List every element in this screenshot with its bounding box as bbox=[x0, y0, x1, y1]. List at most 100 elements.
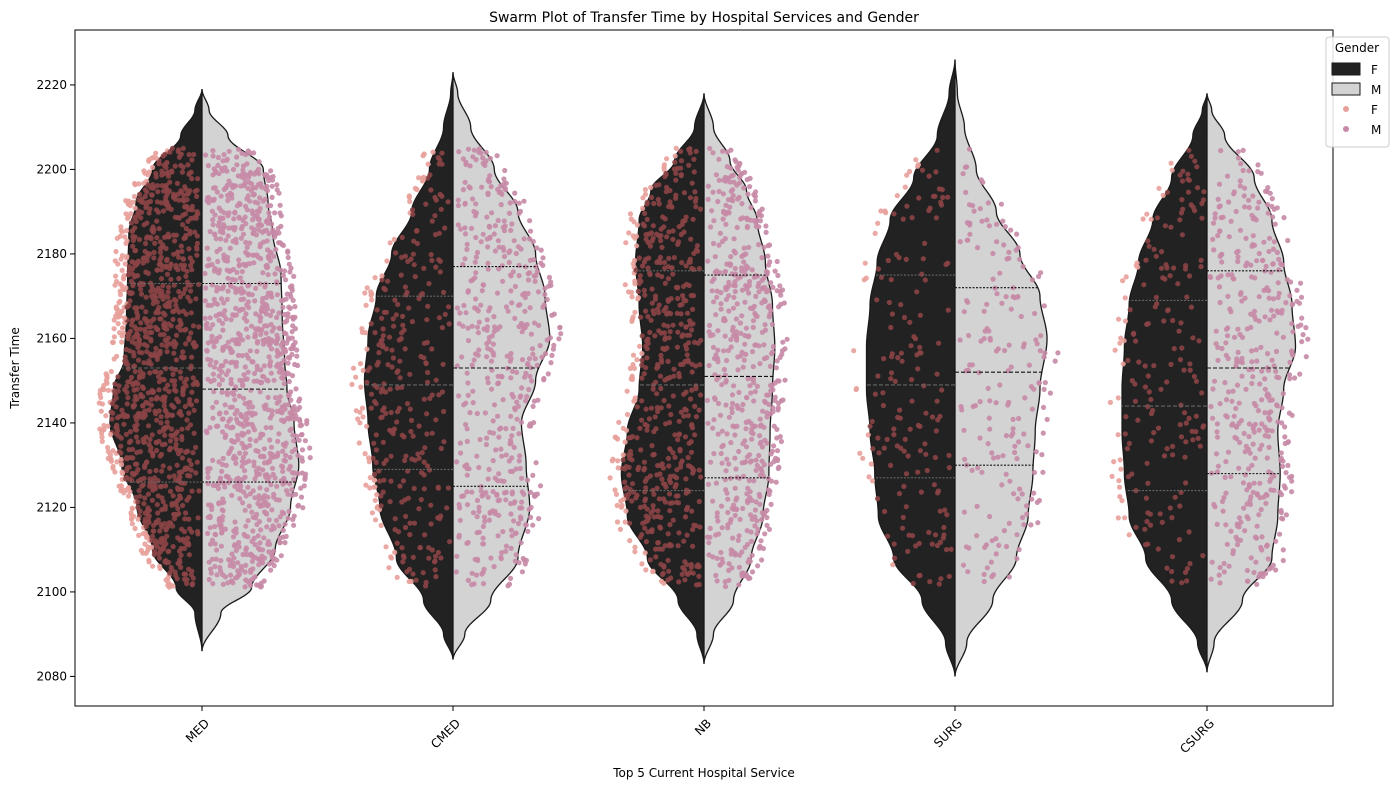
swarm-point bbox=[637, 534, 643, 540]
swarm-point bbox=[416, 175, 422, 181]
swarm-point bbox=[239, 476, 246, 482]
swarm-point bbox=[164, 533, 170, 539]
swarm-point bbox=[683, 263, 689, 269]
swarm-point bbox=[152, 240, 158, 246]
swarm-point bbox=[978, 338, 984, 344]
swarm-point bbox=[1035, 520, 1041, 526]
swarm-point bbox=[620, 452, 626, 458]
swarm-point bbox=[1193, 378, 1199, 384]
swarm-point bbox=[1257, 480, 1263, 486]
swarm-point bbox=[367, 475, 373, 481]
swarm-point bbox=[279, 509, 285, 515]
swarm-point bbox=[726, 210, 732, 216]
swarm-point bbox=[749, 376, 755, 382]
swarm-point bbox=[253, 438, 259, 444]
swarm-point bbox=[1126, 532, 1132, 538]
swarm-point bbox=[671, 373, 677, 379]
swarm-point bbox=[149, 432, 155, 438]
swarm-point bbox=[965, 569, 971, 575]
swarm-point bbox=[148, 318, 154, 324]
swarm-point bbox=[688, 292, 694, 299]
swarm-point bbox=[167, 570, 173, 576]
swarm-point bbox=[215, 258, 221, 265]
swarm-point bbox=[1000, 218, 1006, 224]
swarm-point bbox=[381, 309, 387, 315]
swarm-point bbox=[632, 544, 638, 550]
swarm-point bbox=[489, 333, 495, 339]
swarm-point bbox=[261, 403, 267, 409]
swarm-point bbox=[639, 350, 645, 357]
swarm-point bbox=[111, 334, 117, 340]
swarm-point bbox=[484, 354, 490, 360]
swarm-point bbox=[745, 191, 751, 197]
swarm-point bbox=[683, 324, 689, 330]
swarm-point bbox=[644, 427, 650, 433]
swarm-point bbox=[127, 476, 133, 482]
swarm-point bbox=[909, 215, 915, 221]
swarm-point bbox=[1214, 434, 1221, 440]
swarm-point bbox=[707, 145, 713, 152]
swarm-point bbox=[742, 438, 748, 444]
swarm-point bbox=[662, 335, 669, 341]
swarm-point bbox=[1005, 402, 1011, 408]
swarm-point bbox=[213, 399, 219, 405]
swarm-point bbox=[1279, 515, 1285, 521]
swarm-point bbox=[717, 230, 724, 236]
swarm-point bbox=[642, 421, 648, 428]
swarm-point bbox=[474, 410, 480, 417]
swarm-point bbox=[286, 466, 292, 472]
swarm-point bbox=[273, 229, 279, 236]
swarm-point bbox=[159, 524, 165, 530]
swarm-point bbox=[272, 395, 279, 401]
swarm-point bbox=[150, 451, 156, 457]
swarm-point bbox=[483, 158, 489, 164]
swarm-point bbox=[172, 238, 178, 244]
swarm-point bbox=[156, 438, 162, 444]
swarm-point bbox=[732, 455, 738, 461]
swarm-point bbox=[728, 336, 734, 343]
swarm-point bbox=[485, 266, 491, 272]
swarm-point bbox=[878, 208, 884, 214]
swarm-point bbox=[209, 333, 215, 339]
swarm-point bbox=[148, 324, 154, 330]
swarm-point bbox=[914, 289, 920, 295]
swarm-point bbox=[228, 376, 234, 382]
swarm-point bbox=[179, 354, 185, 360]
swarm-point bbox=[895, 414, 901, 420]
swarm-point bbox=[1185, 189, 1192, 195]
swarm-point bbox=[880, 390, 886, 396]
swarm-point bbox=[870, 446, 876, 452]
swarm-point bbox=[851, 348, 857, 354]
swarm-point bbox=[673, 475, 680, 481]
swarm-point bbox=[764, 414, 770, 420]
swarm-point bbox=[715, 359, 721, 365]
swarm-point bbox=[480, 231, 486, 237]
swarm-point bbox=[644, 201, 650, 207]
swarm-point bbox=[754, 462, 760, 469]
swarm-point bbox=[891, 541, 897, 547]
swarm-point bbox=[236, 308, 243, 314]
swarm-point bbox=[732, 512, 738, 519]
swarm-point bbox=[681, 413, 687, 419]
swarm-cmed-f bbox=[349, 149, 453, 589]
swarm-point bbox=[491, 402, 498, 408]
swarm-point bbox=[226, 557, 232, 563]
swarm-point bbox=[113, 404, 119, 410]
swarm-point bbox=[210, 482, 216, 488]
swarm-point bbox=[177, 317, 183, 323]
swarm-point bbox=[1186, 529, 1192, 535]
swarm-point bbox=[233, 312, 239, 318]
swarm-point bbox=[154, 417, 160, 423]
swarm-point bbox=[640, 205, 646, 211]
swarm-point bbox=[171, 251, 177, 257]
swarm-point bbox=[639, 398, 645, 404]
swarm-point bbox=[512, 315, 518, 321]
swarm-point bbox=[286, 378, 292, 385]
swarm-point bbox=[498, 478, 505, 484]
swarm-point bbox=[1254, 581, 1260, 588]
swarm-point bbox=[756, 289, 762, 295]
swarm-point bbox=[1177, 503, 1183, 509]
swarm-point bbox=[234, 432, 241, 438]
swarm-point bbox=[243, 311, 249, 317]
swarm-point bbox=[212, 231, 218, 237]
